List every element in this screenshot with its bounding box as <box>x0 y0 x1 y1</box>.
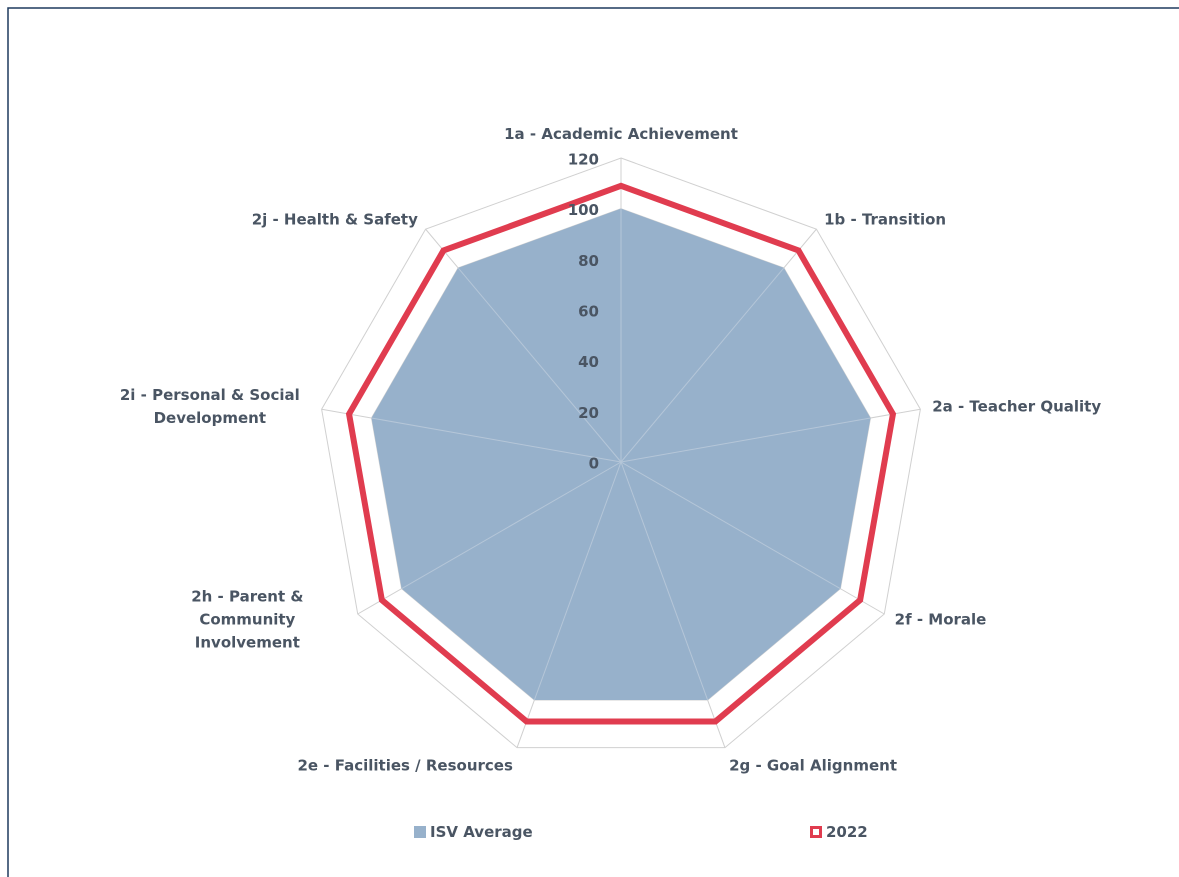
category-label: 2f - Morale <box>894 610 987 629</box>
legend-label: ISV Average <box>430 823 533 841</box>
spoke-overlay <box>620 461 841 590</box>
category-label: 2e - Facilities / Resources <box>297 756 513 775</box>
line <box>345 182 897 725</box>
spoke-overlay <box>533 461 622 701</box>
spoke-overlay <box>620 461 709 701</box>
category-label: 2h - Parent & Community Involvement <box>191 587 304 652</box>
legend-item: ISV Average <box>414 823 533 841</box>
r-tick-label: 120 <box>568 151 599 169</box>
r-tick-label: 60 <box>578 303 599 321</box>
legend-swatch <box>414 826 426 838</box>
category-label: 2g - Goal Alignment <box>729 756 897 775</box>
category-label: 2i - Personal & Social Development <box>119 386 300 428</box>
category-label: 1a - Academic Achievement <box>504 125 738 143</box>
grid-ring <box>321 157 921 749</box>
r-tick-label: 80 <box>578 252 599 270</box>
category-label: 2j - Health & Safety <box>251 210 418 229</box>
r-tick-label: 40 <box>578 353 599 371</box>
spoke-overlay <box>401 461 622 590</box>
spoke-overlay <box>620 417 871 463</box>
spoke-overlay <box>371 417 622 463</box>
frame <box>7 7 1179 877</box>
r-tick-label: 20 <box>578 404 599 422</box>
r-tick-label: 0 <box>589 455 599 473</box>
legend-item: 2022 <box>810 823 868 841</box>
r-tick-label: 100 <box>568 201 599 219</box>
legend-swatch <box>810 826 822 838</box>
category-label: 1b - Transition <box>824 210 947 229</box>
legend-label: 2022 <box>826 823 868 841</box>
spoke-overlay <box>457 267 622 463</box>
category-label: 2a - Teacher Quality <box>932 397 1102 416</box>
spoke-overlay <box>620 267 785 463</box>
